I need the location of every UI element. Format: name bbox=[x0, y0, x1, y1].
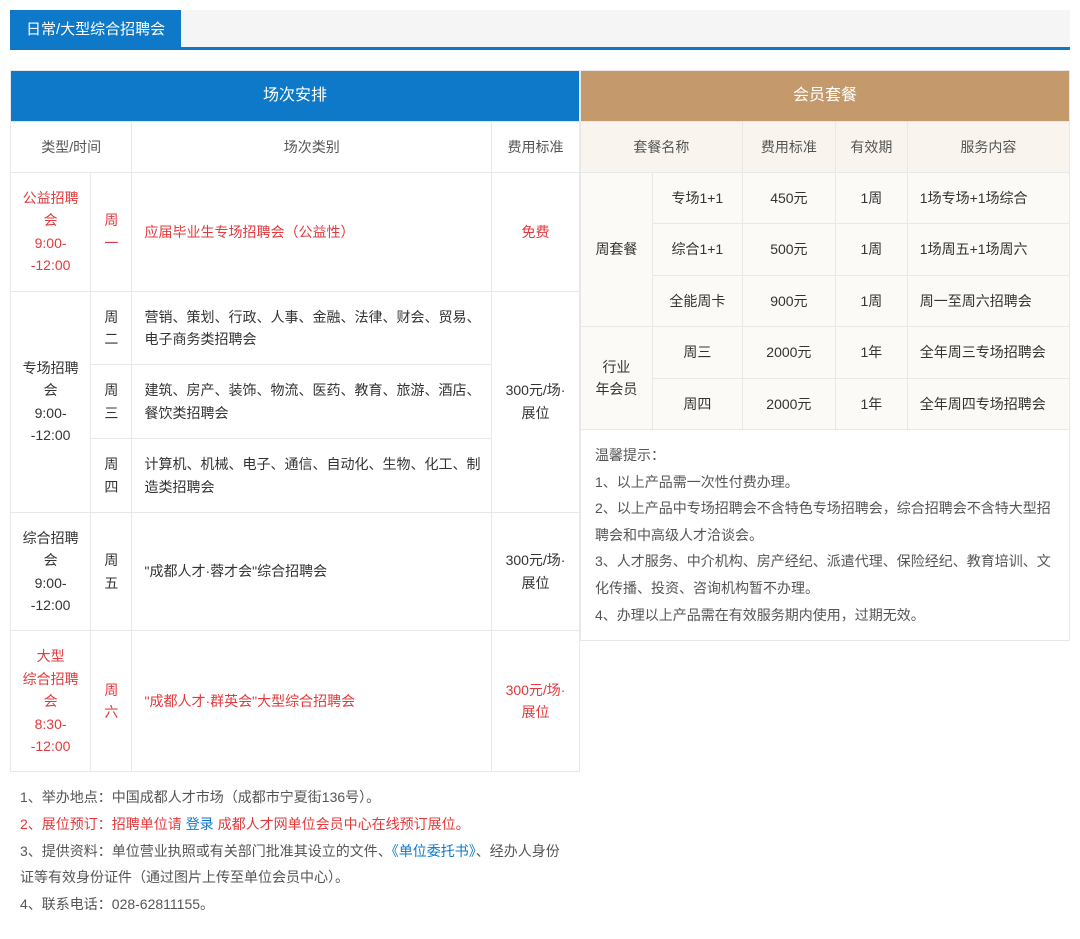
pkg2-fee: 500元 bbox=[742, 224, 835, 275]
col-pkg-name: 套餐名称 bbox=[581, 121, 743, 172]
pkg4-content: 全年周三专场招聘会 bbox=[907, 327, 1069, 378]
pkg2-content: 1场周五+1场周六 bbox=[907, 224, 1069, 275]
rnote-3: 3、人才服务、中介机构、房产经纪、派遣代理、保险经纪、教育培训、文化传播、投资、… bbox=[595, 548, 1055, 601]
fee-300-b: 300元/场·展位 bbox=[492, 512, 580, 631]
type-general: 综合招聘会 9:00--12:00 bbox=[11, 512, 91, 631]
doc-link[interactable]: 《单位委托书》 bbox=[392, 843, 476, 859]
rnote-2: 2、以上产品中专场招聘会不含特色专场招聘会，综合招聘会不含特大型招聘会和中高级人… bbox=[595, 495, 1055, 548]
pkg2-name: 综合1+1 bbox=[652, 224, 742, 275]
tab-daily-large[interactable]: 日常/大型综合招聘会 bbox=[10, 10, 181, 47]
day-fri: 周五 bbox=[91, 512, 132, 631]
day-wed: 周三 bbox=[91, 365, 132, 439]
type-special: 专场招聘会 9:00--12:00 bbox=[11, 291, 91, 512]
cat-wed: 建筑、房产、装饰、物流、医药、教育、旅游、酒店、餐饮类招聘会 bbox=[132, 365, 492, 439]
pkg3-valid: 1周 bbox=[835, 275, 907, 326]
login-link[interactable]: 登录 bbox=[186, 816, 214, 832]
day-thu: 周四 bbox=[91, 439, 132, 513]
pkg5-fee: 2000元 bbox=[742, 378, 835, 429]
group-week: 周套餐 bbox=[581, 172, 653, 326]
rnote-4: 4、办理以上产品需在有效服务期内使用，过期无效。 bbox=[595, 602, 1055, 629]
col-fee: 费用标准 bbox=[492, 121, 580, 172]
rnote-title: 温馨提示： bbox=[595, 442, 1055, 469]
note-3: 3、提供资料：单位营业执照或有关部门批准其设立的文件、《单位委托书》、经办人身份… bbox=[20, 838, 570, 891]
cat-tue: 营销、策划、行政、人事、金融、法律、财会、贸易、电子商务类招聘会 bbox=[132, 291, 492, 365]
cat-sat: "成都人才·群英会"大型综合招聘会 bbox=[132, 631, 492, 772]
pkg1-content: 1场专场+1场综合 bbox=[907, 172, 1069, 223]
pkg3-name: 全能周卡 bbox=[652, 275, 742, 326]
pkg3-content: 周一至周六招聘会 bbox=[907, 275, 1069, 326]
schedule-header: 场次安排 bbox=[11, 71, 580, 122]
col-content: 服务内容 bbox=[907, 121, 1069, 172]
fee-300-c: 300元/场·展位 bbox=[492, 631, 580, 772]
pkg5-valid: 1年 bbox=[835, 378, 907, 429]
type-large: 大型 综合招聘会 8:30--12:00 bbox=[11, 631, 91, 772]
pkg2-valid: 1周 bbox=[835, 224, 907, 275]
day-mon: 周一 bbox=[91, 172, 132, 291]
fee-300-a: 300元/场·展位 bbox=[492, 291, 580, 512]
pkg1-fee: 450元 bbox=[742, 172, 835, 223]
note-4: 4、联系电话：028-62811155。 bbox=[20, 891, 570, 918]
group-year: 行业 年会员 bbox=[581, 327, 653, 430]
pkg4-name: 周三 bbox=[652, 327, 742, 378]
pkg1-valid: 1周 bbox=[835, 172, 907, 223]
note-1: 1、举办地点：中国成都人才市场（成都市宁夏街136号）。 bbox=[20, 784, 570, 811]
pkg4-fee: 2000元 bbox=[742, 327, 835, 378]
tab-bar: 日常/大型综合招聘会 bbox=[10, 10, 1070, 50]
pkg4-valid: 1年 bbox=[835, 327, 907, 378]
cat-thu: 计算机、机械、电子、通信、自动化、生物、化工、制造类招聘会 bbox=[132, 439, 492, 513]
col-type-time: 类型/时间 bbox=[11, 121, 132, 172]
col-pkg-fee: 费用标准 bbox=[742, 121, 835, 172]
pkg3-fee: 900元 bbox=[742, 275, 835, 326]
col-valid: 有效期 bbox=[835, 121, 907, 172]
pkg5-name: 周四 bbox=[652, 378, 742, 429]
schedule-table: 场次安排 类型/时间 场次类别 费用标准 公益招聘会 9:00--12:00 周… bbox=[10, 70, 580, 772]
cat-fri: "成都人才·蓉才会"综合招聘会 bbox=[132, 512, 492, 631]
rnote-1: 1、以上产品需一次性付费办理。 bbox=[595, 469, 1055, 496]
fee-free: 免费 bbox=[492, 172, 580, 291]
right-notes: 温馨提示： 1、以上产品需一次性付费办理。 2、以上产品中专场招聘会不含特色专场… bbox=[581, 429, 1070, 640]
package-table: 会员套餐 套餐名称 费用标准 有效期 服务内容 周套餐 专场1+1 450元 1… bbox=[580, 70, 1070, 641]
cat-mon: 应届毕业生专场招聘会（公益性） bbox=[132, 172, 492, 291]
col-category: 场次类别 bbox=[132, 121, 492, 172]
pkg5-content: 全年周四专场招聘会 bbox=[907, 378, 1069, 429]
note-2: 2、展位预订：招聘单位请 登录 成都人才网单位会员中心在线预订展位。 bbox=[20, 811, 570, 838]
type-public: 公益招聘会 9:00--12:00 bbox=[11, 172, 91, 291]
pkg1-name: 专场1+1 bbox=[652, 172, 742, 223]
day-sat: 周六 bbox=[91, 631, 132, 772]
package-header: 会员套餐 bbox=[581, 71, 1070, 122]
left-notes: 1、举办地点：中国成都人才市场（成都市宁夏街136号）。 2、展位预订：招聘单位… bbox=[10, 772, 580, 929]
day-tue: 周二 bbox=[91, 291, 132, 365]
